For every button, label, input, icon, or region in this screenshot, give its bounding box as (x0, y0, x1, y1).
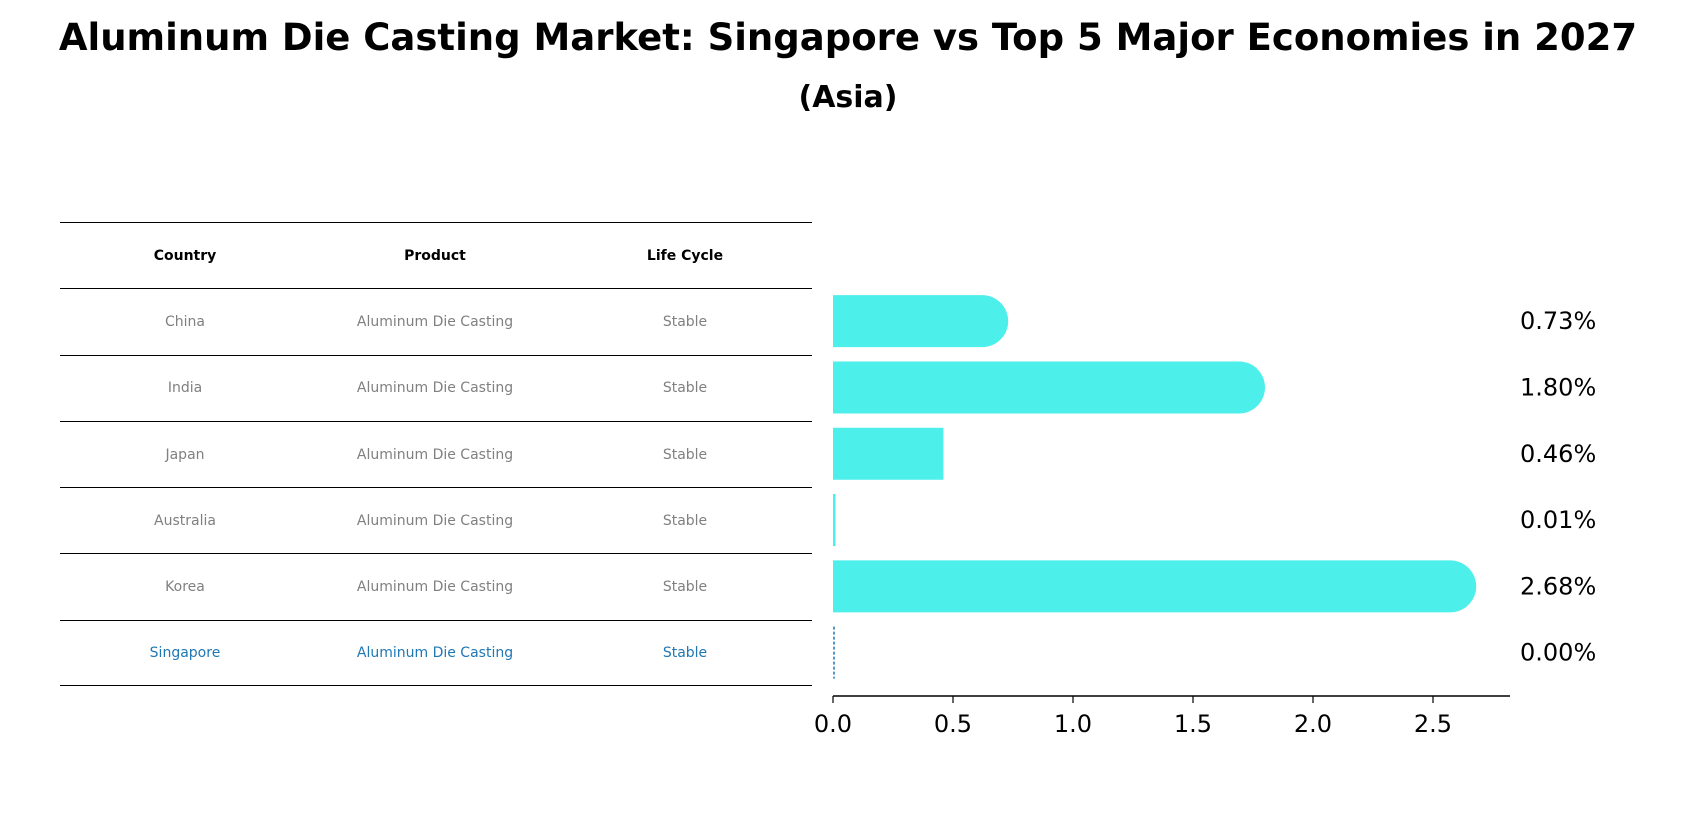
cell-life-cycle: Stable (662, 512, 708, 529)
x-tick-label: 1.0 (1054, 710, 1092, 738)
cell-product: Aluminum Die Casting (356, 579, 514, 596)
cell-country: Japan (165, 446, 205, 463)
cell-country: India (167, 380, 203, 397)
header-life-cycle: Life Cycle (646, 247, 724, 264)
cell-country: Korea (165, 579, 205, 596)
header-country: Country (153, 247, 217, 264)
x-tick-label: 2.5 (1414, 710, 1452, 738)
bar (833, 494, 836, 547)
cell-product: Aluminum Die Casting (356, 313, 514, 330)
cell-product: Aluminum Die Casting (356, 644, 514, 661)
table-row: Korea Aluminum Die Casting Stable (60, 553, 812, 619)
cell-life-cycle: Stable (662, 313, 708, 330)
value-label: 2.68% (1520, 572, 1596, 600)
bar (833, 361, 1265, 414)
chart-subtitle: (Asia) (798, 80, 898, 115)
cell-life-cycle: Stable (662, 644, 708, 661)
cell-country: Australia (154, 512, 216, 529)
value-label: 0.46% (1520, 440, 1596, 468)
x-tick-label: 0.5 (934, 710, 972, 738)
cell-life-cycle: Stable (662, 579, 708, 596)
cell-product: Aluminum Die Casting (356, 512, 514, 529)
table-row: Australia Aluminum Die Casting Stable (60, 487, 812, 553)
x-tick-label: 2.0 (1294, 710, 1332, 738)
cell-country: Singapore (149, 644, 221, 661)
table-row: India Aluminum Die Casting Stable (60, 354, 812, 421)
cell-product: Aluminum Die Casting (356, 446, 514, 463)
value-label: 0.00% (1520, 639, 1596, 667)
value-label: 1.80% (1520, 373, 1596, 401)
table-row: Japan Aluminum Die Casting Stable (60, 420, 812, 487)
chart-title: Aluminum Die Casting Market: Singapore v… (58, 16, 1638, 59)
x-tick-label: 0.0 (814, 710, 852, 738)
cell-product: Aluminum Die Casting (356, 380, 514, 397)
bar (833, 295, 1009, 348)
cell-life-cycle: Stable (662, 446, 708, 463)
cell-country: China (165, 313, 205, 330)
bar (833, 427, 944, 480)
table-row-highlight: Singapore Aluminum Die Casting Stable (60, 619, 812, 687)
table-header-row: Country Product Life Cycle (60, 222, 812, 288)
x-tick-label: 1.5 (1174, 710, 1212, 738)
table-row: China Aluminum Die Casting Stable (60, 288, 812, 354)
header-product: Product (404, 247, 466, 264)
cell-life-cycle: Stable (662, 380, 708, 397)
value-label: 0.73% (1520, 307, 1596, 335)
data-table: Country Product Life Cycle China Aluminu… (60, 222, 812, 687)
value-label: 0.01% (1520, 506, 1596, 534)
bar (833, 560, 1477, 613)
